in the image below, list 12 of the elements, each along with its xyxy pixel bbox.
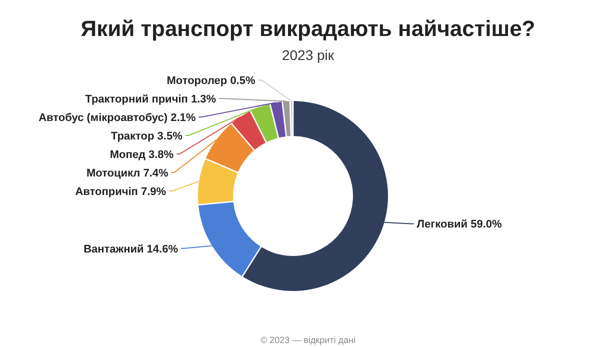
text: © 2023 — відкриті дані — [260, 335, 356, 345]
slice-label: Тракторний причіп 1.3% — [85, 94, 216, 106]
slice-label: Трактор 3.5% — [110, 130, 183, 142]
slice-label: Моторолер 0.5% — [166, 75, 256, 87]
chart-subtitle: 2023 рік — [282, 47, 335, 63]
chart-title: Який транспорт викрадають найчастіше? — [80, 16, 536, 41]
slice-label: Автопричіп 7.9% — [75, 186, 166, 198]
slice-label: Автобус (мікроавтобус) 2.1% — [38, 112, 196, 124]
slice-label: Вантажний 14.6% — [84, 243, 178, 256]
slice-label: Мопед 3.8% — [110, 149, 174, 161]
slice-label: Легковий 59.0% — [416, 218, 502, 231]
slice-label: Мотоцикл 7.4% — [86, 168, 169, 180]
